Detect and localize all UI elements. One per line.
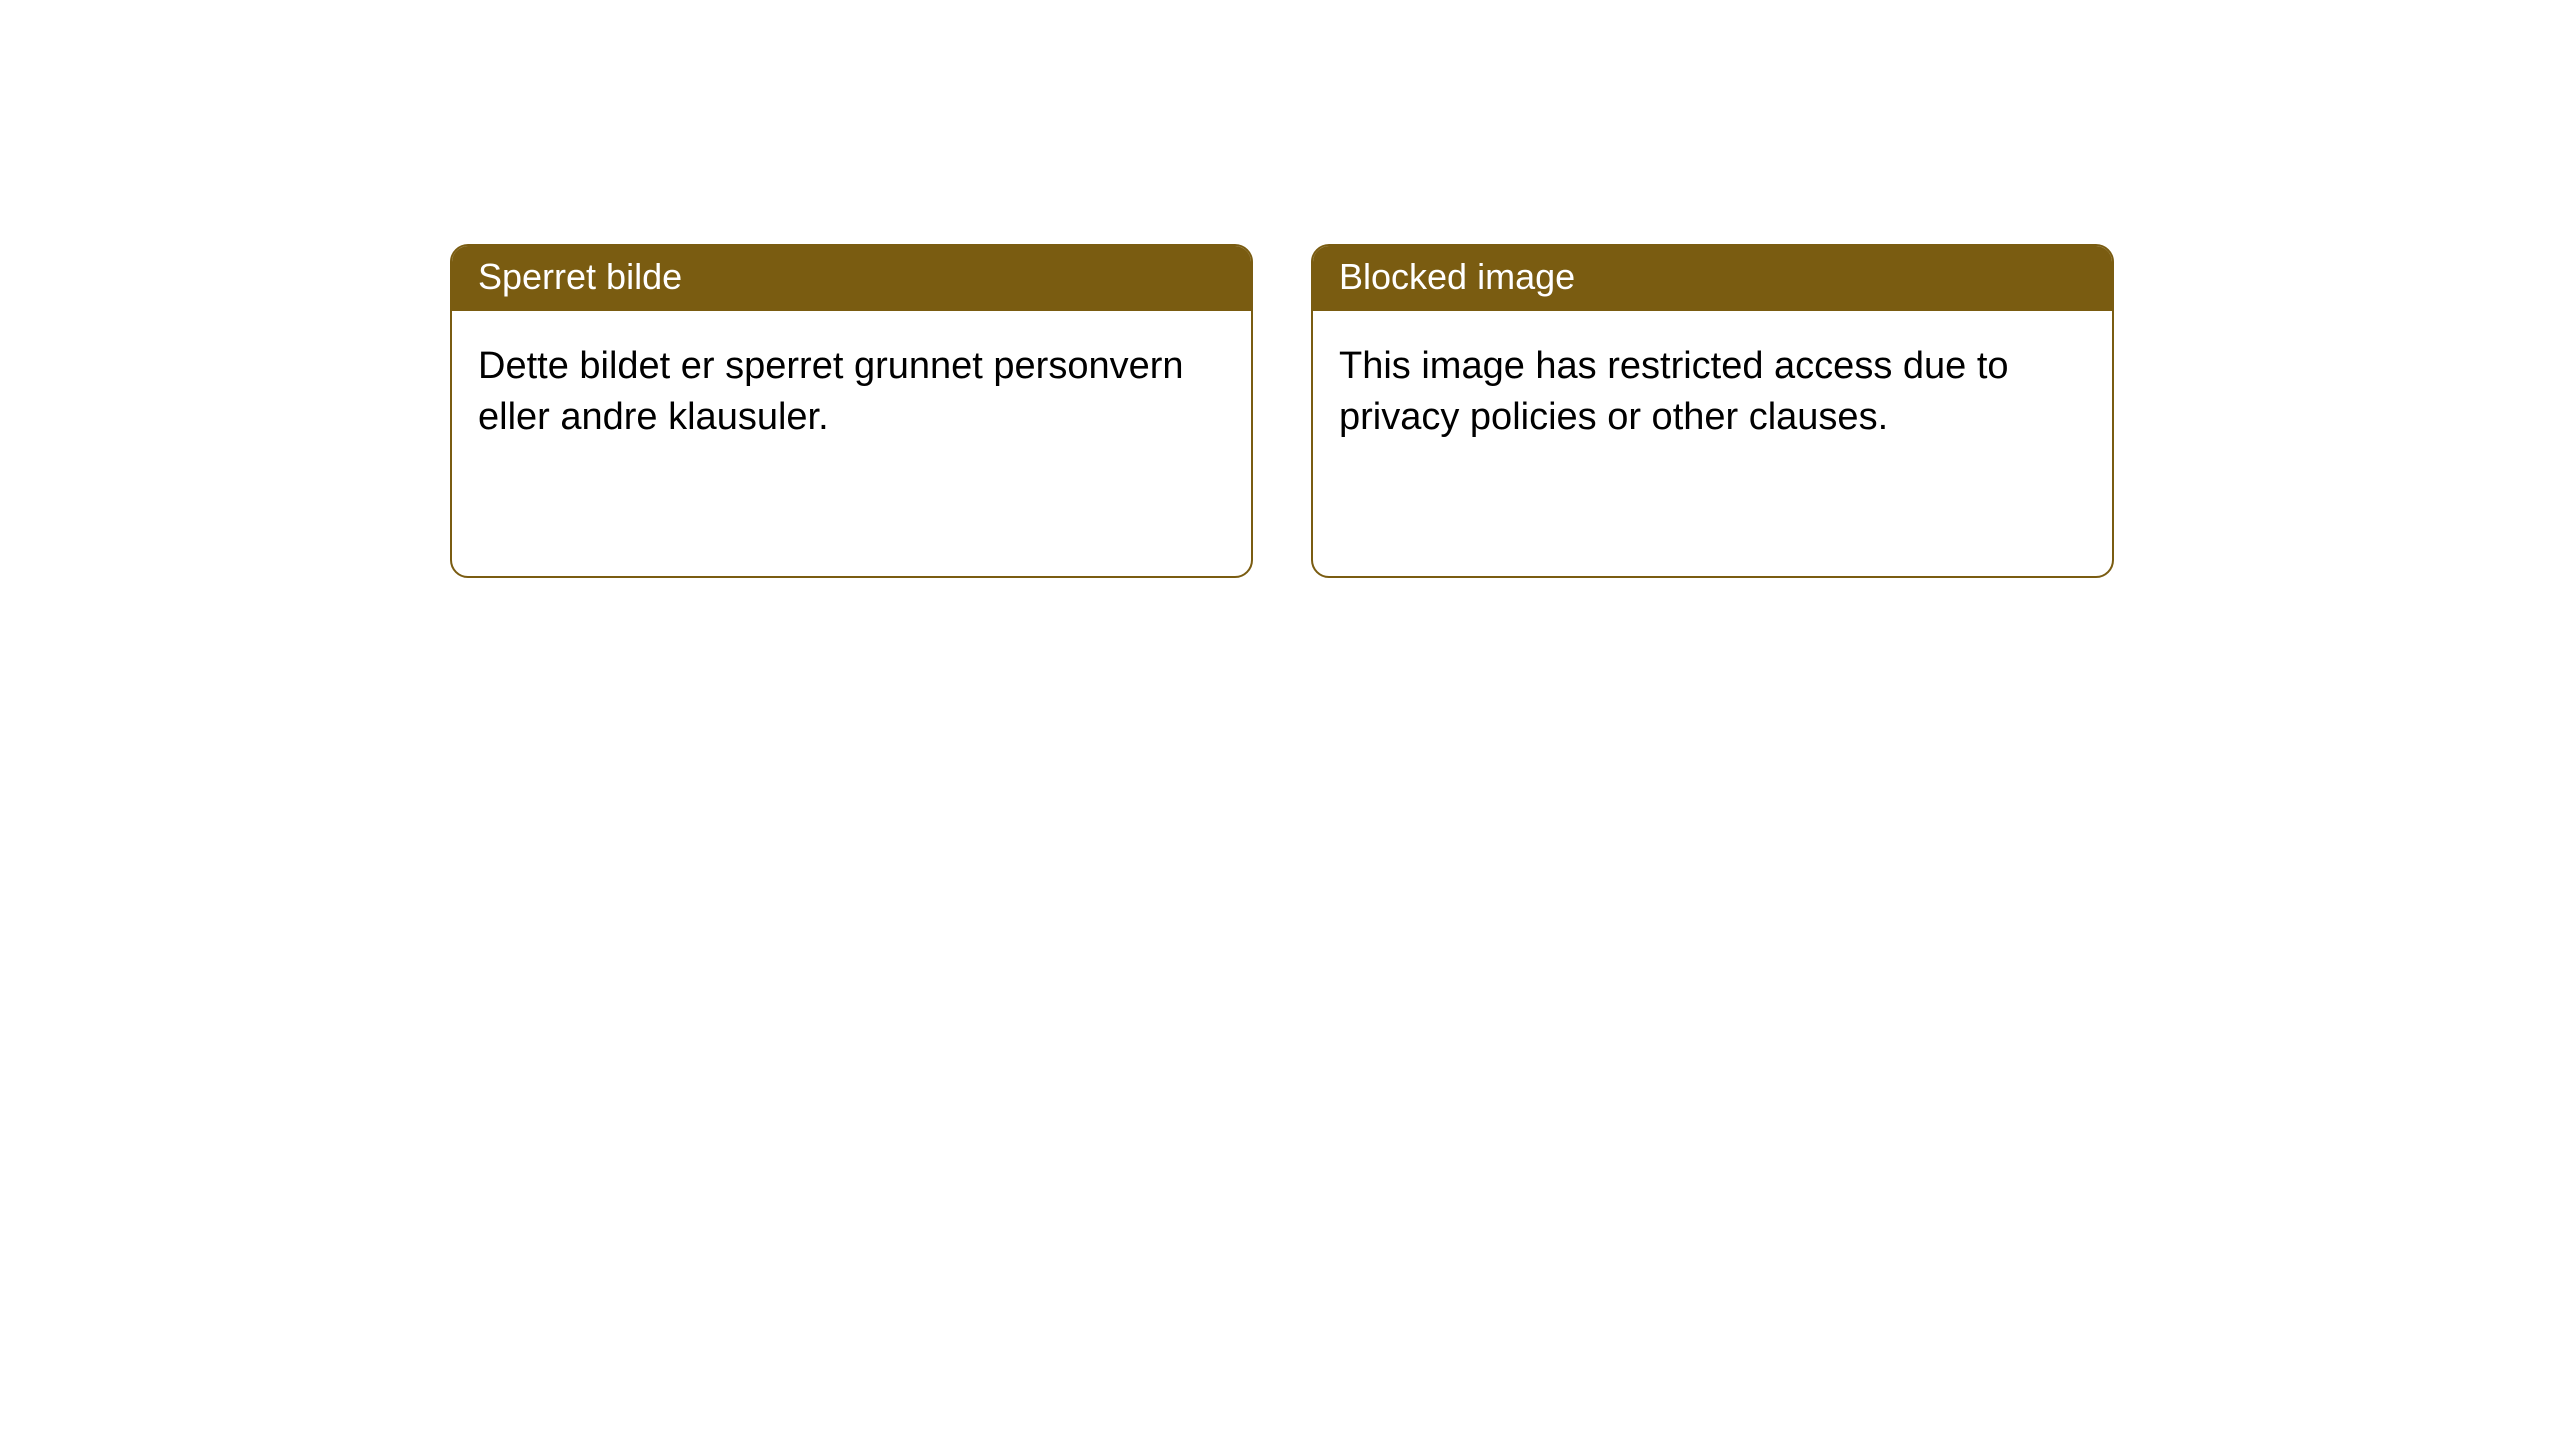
notice-container: Sperret bilde Dette bildet er sperret gr… bbox=[0, 0, 2560, 578]
notice-card-english: Blocked image This image has restricted … bbox=[1311, 244, 2114, 578]
notice-card-norwegian: Sperret bilde Dette bildet er sperret gr… bbox=[450, 244, 1253, 578]
notice-body-english: This image has restricted access due to … bbox=[1313, 311, 2112, 474]
notice-title-norwegian: Sperret bilde bbox=[452, 246, 1251, 311]
notice-title-english: Blocked image bbox=[1313, 246, 2112, 311]
notice-body-norwegian: Dette bildet er sperret grunnet personve… bbox=[452, 311, 1251, 474]
